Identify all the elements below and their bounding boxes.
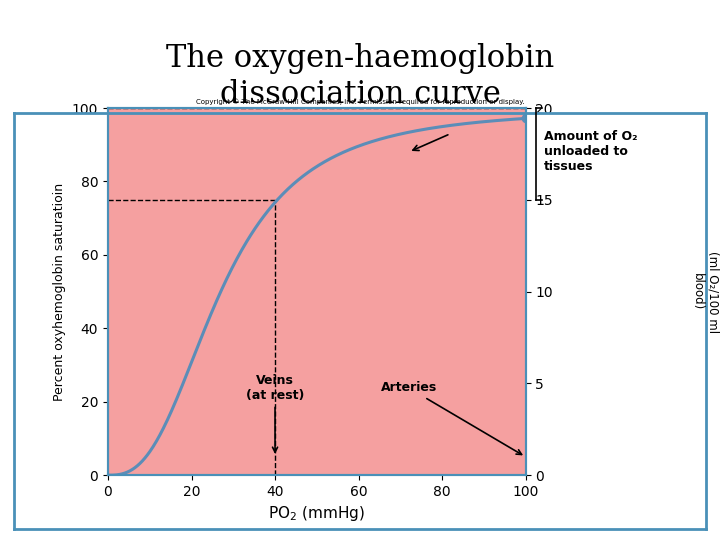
- Text: Arteries: Arteries: [381, 381, 521, 455]
- Text: Copyright © The McGraw-Hill Companies, Inc. Permission required for reproduction: Copyright © The McGraw-Hill Companies, I…: [196, 99, 524, 105]
- X-axis label: P$\mathregular{O_2}$ (mmHg): P$\mathregular{O_2}$ (mmHg): [269, 504, 365, 523]
- Text: Amount of O₂
unloaded to
tissues: Amount of O₂ unloaded to tissues: [544, 130, 637, 173]
- Text: Veins
(at rest): Veins (at rest): [246, 374, 305, 452]
- Text: The oxygen-haemoglobin
dissociation curve: The oxygen-haemoglobin dissociation curv…: [166, 43, 554, 110]
- Text: Oxygen content
(ml O₂/100 ml
blood): Oxygen content (ml O₂/100 ml blood): [691, 244, 720, 339]
- Y-axis label: Percent oxyhemoglobin saturatioin: Percent oxyhemoglobin saturatioin: [53, 183, 66, 401]
